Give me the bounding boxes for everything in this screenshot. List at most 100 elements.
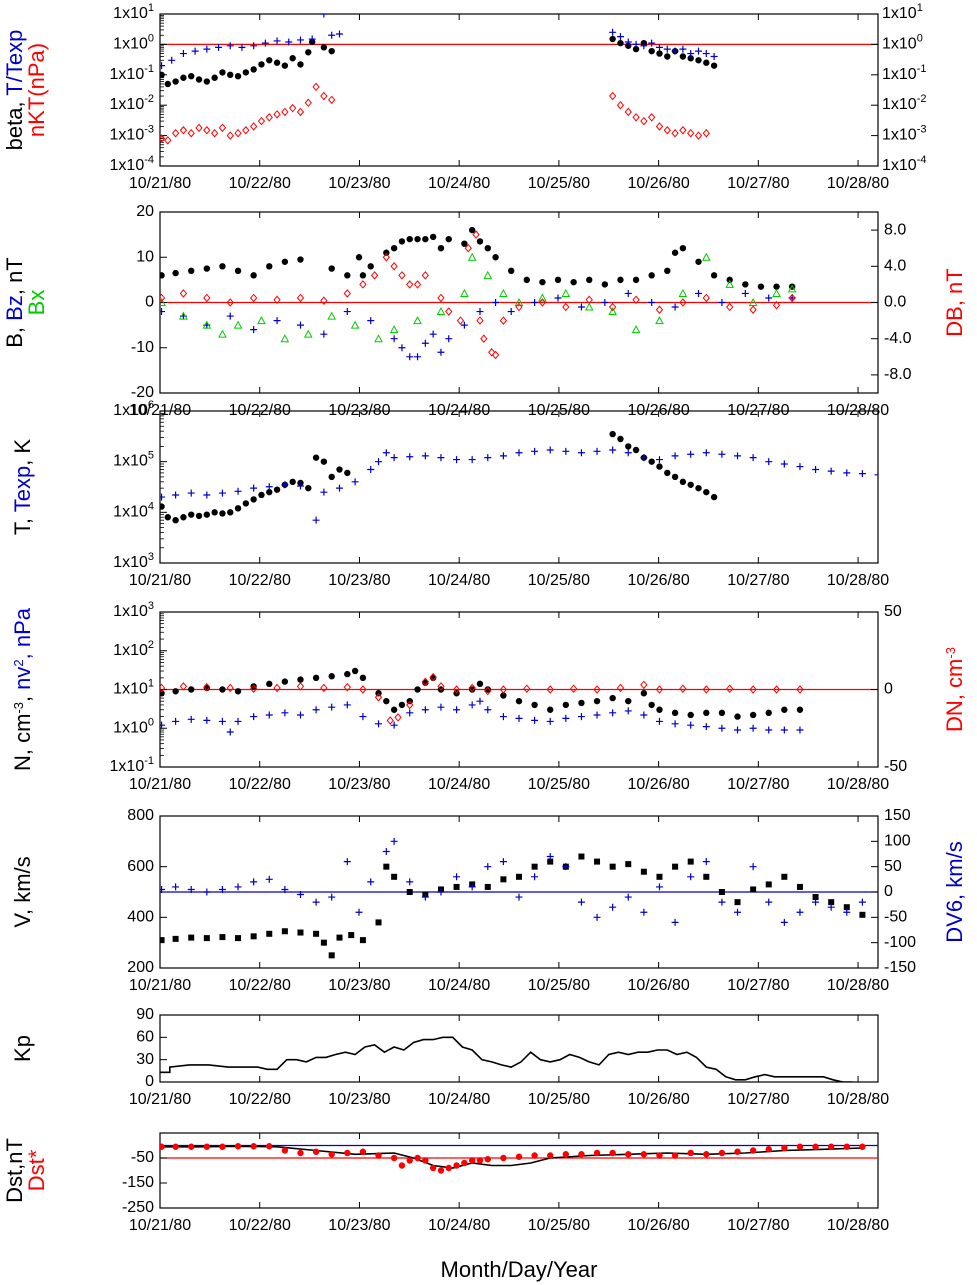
data-point xyxy=(718,450,726,458)
data-point xyxy=(648,299,656,306)
tick-base: 1x10 xyxy=(113,603,148,620)
data-point xyxy=(359,1148,367,1155)
data-point xyxy=(273,37,281,45)
data-point xyxy=(180,514,187,521)
series-bx xyxy=(160,252,797,343)
data-point xyxy=(234,883,242,891)
data-point xyxy=(656,706,663,713)
x-tick-label: 10/27/80 xyxy=(727,776,789,793)
data-point xyxy=(640,868,647,875)
data-point xyxy=(203,935,210,942)
y-tick-label: 400 xyxy=(127,909,154,926)
data-point xyxy=(812,466,820,474)
data-point xyxy=(476,680,484,688)
data-point xyxy=(320,330,328,338)
data-point xyxy=(664,53,671,60)
data-point xyxy=(421,452,429,460)
right-y-tick-label: 100 xyxy=(884,833,911,850)
data-point xyxy=(406,700,414,710)
data-point xyxy=(499,713,507,721)
data-point xyxy=(429,672,437,682)
data-point xyxy=(577,713,585,721)
y-axis-label: N, cm-3, nv2, nPa xyxy=(10,607,35,771)
data-point xyxy=(464,243,472,253)
data-point xyxy=(577,449,585,457)
data-point xyxy=(386,716,394,725)
data-point xyxy=(160,272,165,279)
data-point xyxy=(749,685,757,694)
data-point xyxy=(480,334,488,343)
y-tick-label: 600 xyxy=(127,858,154,875)
data-point xyxy=(445,307,453,316)
data-point xyxy=(828,899,835,906)
data-point xyxy=(538,298,547,307)
data-point xyxy=(765,458,773,466)
data-point xyxy=(569,684,578,693)
data-point xyxy=(195,76,203,83)
data-point xyxy=(624,707,632,715)
data-point xyxy=(453,1162,460,1169)
data-point xyxy=(472,230,480,239)
data-point xyxy=(671,709,679,717)
data-point xyxy=(281,62,289,69)
data-point xyxy=(679,684,687,693)
data-point xyxy=(593,697,601,705)
x-tick-label: 10/23/80 xyxy=(328,572,390,589)
y-axis-label-part: Dst,nT xyxy=(2,1138,27,1203)
data-point xyxy=(219,69,226,76)
data-point xyxy=(414,1154,421,1162)
x-tick-label: 10/25/80 xyxy=(528,977,590,994)
data-point xyxy=(203,716,211,724)
data-point xyxy=(328,47,335,55)
x-tick-label: 10/21/80 xyxy=(129,776,191,793)
right-y-tick-label: 0 xyxy=(884,681,893,698)
data-point xyxy=(648,272,655,279)
data-point xyxy=(391,873,398,880)
data-point xyxy=(456,316,465,325)
y-tick-label: -10 xyxy=(131,339,154,356)
tick-base: 1x10 xyxy=(113,453,148,470)
data-point xyxy=(468,456,476,464)
data-point xyxy=(655,316,664,325)
data-point xyxy=(578,1151,585,1158)
data-point xyxy=(359,272,367,279)
data-point xyxy=(812,894,819,901)
data-point xyxy=(383,249,390,256)
tick-exponent: -4 xyxy=(917,154,927,166)
y-tick-label: -250 xyxy=(122,1199,154,1216)
x-tick-label: 10/26/80 xyxy=(627,175,689,192)
x-tick-label: 10/28/80 xyxy=(827,1091,889,1108)
data-point xyxy=(437,293,445,303)
data-point xyxy=(233,320,243,329)
data-point xyxy=(632,40,640,48)
tick-base: 1x10 xyxy=(113,504,148,521)
data-point xyxy=(655,685,664,694)
data-point xyxy=(827,467,835,475)
data-point xyxy=(734,1148,741,1155)
data-layer xyxy=(160,14,718,145)
data-point xyxy=(703,59,710,66)
data-point xyxy=(608,306,617,316)
data-point xyxy=(367,317,375,325)
series-dv6 xyxy=(160,837,866,926)
data-point xyxy=(608,91,617,101)
data-point xyxy=(383,863,390,870)
x-tick-label: 10/21/80 xyxy=(129,175,191,192)
data-point xyxy=(265,483,273,491)
plot-frame xyxy=(159,13,879,167)
right-y-tick-label: -50 xyxy=(884,909,907,926)
data-point xyxy=(406,235,413,243)
data-point xyxy=(624,449,632,457)
y-axis-label-part: Bz xyxy=(2,295,27,321)
data-point xyxy=(249,293,258,303)
data-point xyxy=(219,263,226,270)
data-point xyxy=(554,276,562,284)
data-point xyxy=(749,1147,757,1154)
data-point xyxy=(601,281,609,288)
y-tick-label: -20 xyxy=(131,384,154,401)
right-y-tick-label: 150 xyxy=(884,807,911,824)
data-point xyxy=(343,858,351,866)
data-point xyxy=(453,456,461,464)
data-point xyxy=(468,883,476,891)
data-point xyxy=(609,863,616,870)
